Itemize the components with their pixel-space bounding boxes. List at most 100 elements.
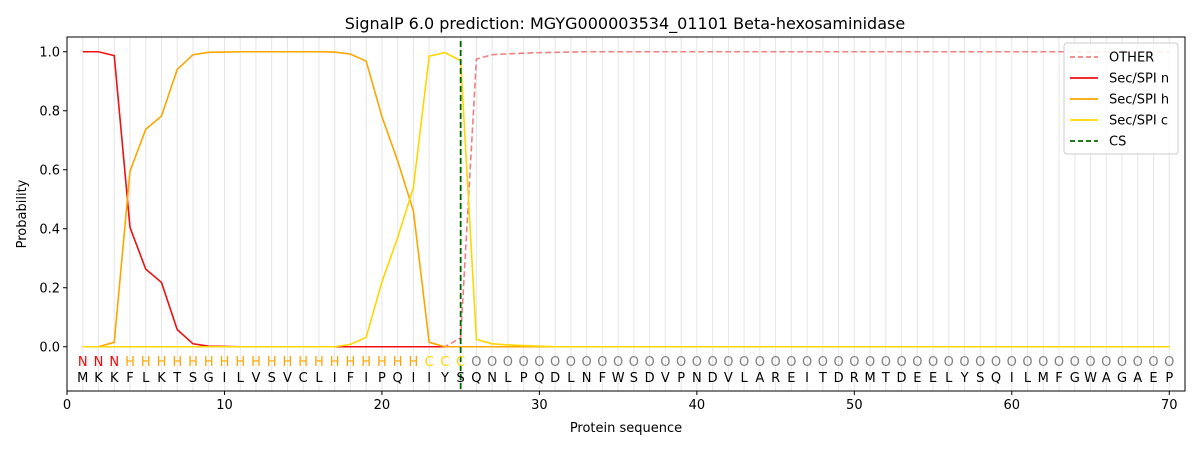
region-label-15: H (298, 355, 308, 370)
region-label-44: O (755, 355, 765, 370)
region-label-19: H (361, 355, 371, 370)
residue-label-16: L (315, 371, 323, 386)
region-label-60: O (1007, 355, 1017, 370)
region-label-22: H (409, 355, 419, 370)
residue-label-66: A (1102, 371, 1111, 386)
legend-box (1063, 42, 1179, 155)
x-tick-label-70: 70 (1161, 398, 1178, 413)
y-axis-label: Probability (15, 179, 30, 248)
region-label-47: O (802, 355, 812, 370)
region-label-10: H (220, 355, 230, 370)
residue-label-35: W (612, 371, 625, 386)
residue-label-41: D (708, 371, 718, 386)
residue-label-53: D (897, 371, 907, 386)
residue-label-14: V (283, 371, 292, 386)
region-label-67: O (1117, 355, 1127, 370)
residue-label-13: S (268, 371, 276, 386)
region-label-58: O (975, 355, 985, 370)
residue-label-47: I (805, 371, 809, 386)
region-label-30: O (534, 355, 544, 370)
region-label-43: O (739, 355, 749, 370)
y-tick-label-2: 0.4 (39, 222, 60, 237)
residue-label-68: A (1133, 371, 1142, 386)
residue-label-55: E (929, 371, 937, 386)
residue-label-46: E (787, 371, 795, 386)
region-label-32: O (566, 355, 576, 370)
region-label-21: H (393, 355, 403, 370)
x-tick-label-10: 10 (216, 398, 233, 413)
residue-label-33: N (582, 371, 592, 386)
residue-label-2: K (94, 371, 103, 386)
region-label-38: O (660, 355, 670, 370)
series-line-sec-spi-h (82, 50, 1170, 348)
chart-title: SignalP 6.0 prediction: MGYG000003534_01… (345, 14, 905, 34)
residue-label-36: S (630, 371, 638, 386)
region-label-39: O (676, 355, 686, 370)
residue-label-39: P (677, 371, 685, 386)
region-label-5: H (141, 355, 151, 370)
legend-label-other: OTHER (1109, 51, 1154, 66)
region-label-65: O (1085, 355, 1095, 370)
legend-label-cs: CS (1109, 135, 1126, 150)
residue-label-8: S (189, 371, 197, 386)
x-tick-label-60: 60 (1004, 398, 1021, 413)
region-label-27: O (487, 355, 497, 370)
region-label-66: O (1101, 355, 1111, 370)
residue-label-32: L (567, 371, 575, 386)
residue-label-42: V (724, 371, 733, 386)
residue-label-4: F (126, 371, 133, 386)
legend-label-sec-spi-c: Sec/SPI c (1109, 114, 1168, 129)
region-label-34: O (597, 355, 607, 370)
residue-label-23: I (427, 371, 431, 386)
series-line-sec-spi-c (82, 51, 1170, 348)
region-label-42: O (723, 355, 733, 370)
region-label-9: H (204, 355, 214, 370)
region-label-29: O (519, 355, 529, 370)
y-tick-label-3: 0.6 (39, 163, 60, 178)
x-tick-label-40: 40 (689, 398, 706, 413)
region-label-55: O (928, 355, 938, 370)
series-line-other (82, 50, 1170, 348)
residue-label-61: L (1024, 371, 1032, 386)
residue-label-30: Q (534, 371, 544, 386)
residue-label-18: F (347, 371, 354, 386)
region-label-48: O (818, 355, 828, 370)
region-label-50: O (849, 355, 859, 370)
y-axis-ticks: 0.0 0.2 0.4 0.6 0.8 1.0 (39, 45, 67, 355)
residue-label-52: T (881, 371, 890, 386)
residue-label-29: P (520, 371, 528, 386)
residue-label-43: L (740, 371, 748, 386)
series-line-sec-spi-n (82, 50, 1170, 348)
region-label-2: N (94, 355, 104, 370)
legend: OTHER Sec/SPI n Sec/SPI h Sec/SPI c CS (1063, 42, 1179, 155)
region-label-8: H (188, 355, 198, 370)
residue-label-28: L (504, 371, 512, 386)
region-label-24: C (440, 355, 449, 370)
residue-label-22: I (412, 371, 416, 386)
residue-label-48: T (818, 371, 827, 386)
region-label-18: H (346, 355, 356, 370)
region-label-59: O (991, 355, 1001, 370)
region-label-13: H (267, 355, 277, 370)
residue-label-58: S (976, 371, 984, 386)
region-label-6: H (157, 355, 167, 370)
residue-label-37: D (645, 371, 655, 386)
residue-label-21: Q (393, 371, 403, 386)
x-axis-label: Protein sequence (570, 421, 682, 436)
region-label-35: O (613, 355, 623, 370)
region-label-56: O (944, 355, 954, 370)
region-label-28: O (503, 355, 513, 370)
region-label-46: O (786, 355, 796, 370)
residue-label-38: V (661, 371, 670, 386)
residue-label-7: T (172, 371, 181, 386)
residue-label-51: M (864, 371, 875, 386)
region-label-45: O (770, 355, 780, 370)
residue-label-56: L (945, 371, 953, 386)
residue-label-57: Y (960, 371, 969, 386)
residue-label-34: F (599, 371, 606, 386)
residue-label-49: D (834, 371, 844, 386)
region-label-62: O (1038, 355, 1048, 370)
x-tick-label-50: 50 (846, 398, 863, 413)
residue-label-64: G (1070, 371, 1080, 386)
